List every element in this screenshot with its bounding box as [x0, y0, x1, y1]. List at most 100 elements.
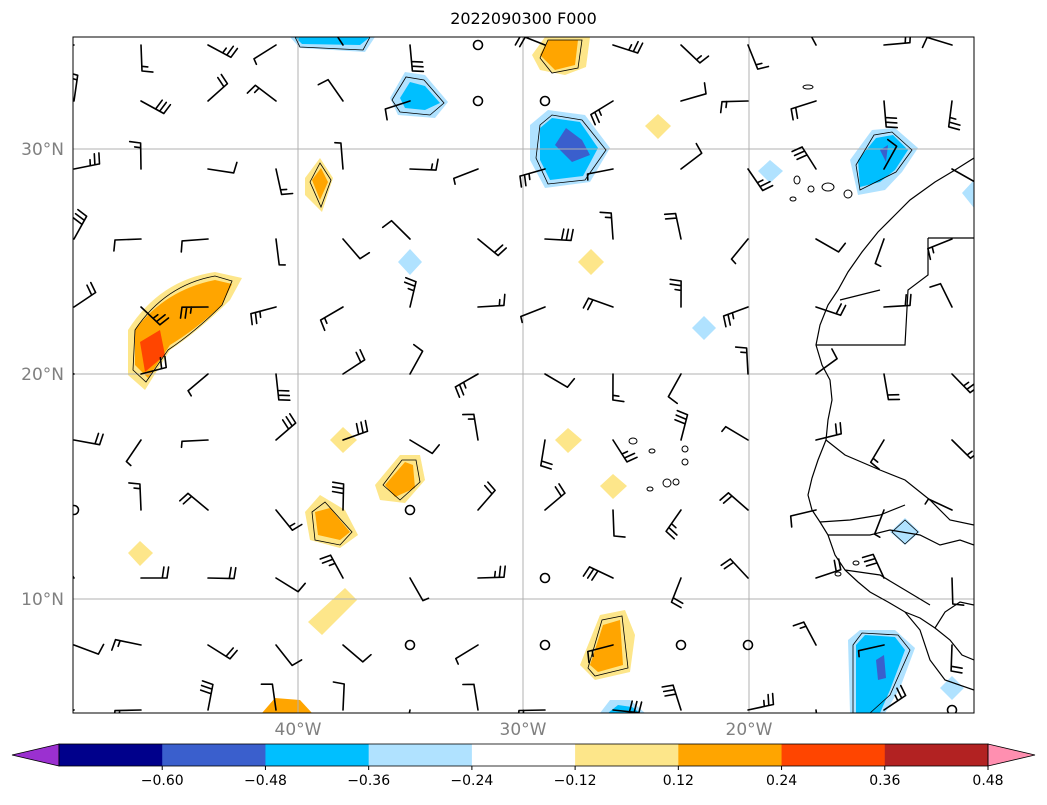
colorbar	[11, 743, 1036, 767]
wind-barb	[477, 565, 506, 579]
calm-circle	[539, 572, 551, 584]
wind-barb	[454, 373, 479, 398]
colorbar-tick-label: −0.24	[450, 773, 493, 789]
wind-barb	[883, 373, 901, 401]
wind-barb	[275, 577, 306, 593]
wind-barb	[810, 37, 817, 46]
colorbar-tick-label: 0.36	[869, 773, 900, 789]
calm-circle	[472, 39, 484, 51]
contour-lines	[132, 37, 919, 713]
lon-label-30w: 30°W	[500, 720, 547, 740]
wind-barb	[111, 638, 142, 651]
wind-barb	[951, 373, 974, 394]
wind-barb	[275, 644, 303, 667]
wind-barb	[680, 44, 710, 64]
wind-barb	[73, 574, 75, 579]
wind-barb	[815, 348, 838, 375]
wind-barb	[140, 44, 154, 73]
wind-barb	[403, 276, 417, 308]
wind-barb	[947, 100, 961, 131]
wind-barb	[514, 37, 546, 48]
wind-barb	[342, 644, 372, 663]
wind-barb	[612, 373, 625, 403]
colorbar-tick-label: −0.48	[244, 773, 287, 789]
calm-circle	[742, 639, 754, 651]
wind-barb	[815, 558, 842, 579]
colorbar-tick-label: −0.36	[347, 773, 390, 789]
wind-barb	[128, 140, 142, 170]
wind-barb	[246, 84, 277, 102]
islands	[628, 84, 860, 577]
wind-barb	[747, 44, 770, 70]
wind-barb	[140, 566, 170, 579]
wind-barb	[409, 343, 424, 375]
wind-barb	[207, 644, 238, 660]
wind-barb	[792, 621, 817, 646]
wind-barb	[140, 355, 167, 375]
wind-barb	[951, 577, 965, 606]
longitude-labels: 40°W 30°W 20°W	[275, 720, 773, 740]
wind-barb	[680, 82, 707, 102]
wind-barb	[317, 78, 344, 102]
plot-area	[73, 37, 974, 713]
wind-barb	[599, 211, 614, 240]
colorbar-segment	[265, 744, 370, 766]
wind-barb	[747, 692, 775, 711]
wind-barb	[275, 509, 303, 531]
wind-barb	[612, 700, 643, 713]
wind-barb	[951, 439, 974, 460]
wind-barb	[815, 709, 818, 713]
wind-barb	[730, 238, 749, 265]
wind-barb	[873, 509, 885, 538]
wind-barb	[409, 577, 430, 602]
wind-barb	[207, 73, 229, 102]
wind-barb	[789, 509, 817, 528]
wind-barb	[951, 168, 974, 183]
calm-circle	[404, 504, 416, 516]
wind-barb	[815, 422, 842, 441]
wind-barb	[590, 100, 614, 126]
wind-barb	[517, 709, 546, 713]
wind-barb	[722, 306, 749, 328]
wind-barb	[883, 138, 898, 170]
latitude-labels: 30°N 20°N 10°N	[21, 140, 64, 610]
colorbar-segment	[884, 744, 989, 766]
wind-barb	[342, 238, 371, 260]
wind-barb	[73, 73, 79, 102]
calm-circle	[946, 704, 958, 713]
wind-barb	[719, 100, 749, 114]
wind-barb	[540, 439, 553, 470]
wind-barb	[409, 44, 425, 73]
calm-circle	[472, 95, 484, 107]
wind-barb	[791, 146, 817, 170]
colorbar-tick-label: −0.12	[554, 773, 597, 789]
wind-barb	[861, 553, 885, 579]
wind-barb	[275, 168, 294, 196]
calm-circle	[675, 639, 687, 651]
wind-barb	[207, 161, 238, 174]
wind-barb	[520, 306, 546, 324]
wind-barb	[924, 498, 953, 511]
wind-barb	[275, 413, 297, 441]
lat-label-20n: 20°N	[21, 365, 64, 385]
wind-barb	[125, 439, 142, 467]
wind-barb	[721, 425, 749, 441]
wind-barb	[275, 238, 286, 266]
wind-barb	[921, 37, 953, 49]
wind-barb	[179, 306, 209, 319]
wind-barb	[734, 346, 749, 375]
wind-barb	[612, 509, 626, 538]
lon-label-20w: 20°W	[726, 720, 773, 740]
colorbar-segment	[471, 744, 576, 766]
wind-barb	[544, 483, 566, 511]
wind-barb	[720, 558, 749, 579]
colorbar-tick-label: 0.48	[972, 773, 1003, 789]
wind-barb	[180, 439, 209, 449]
wind-barb	[187, 373, 209, 397]
wind-barb	[455, 644, 479, 665]
wind-barb	[815, 303, 847, 317]
lat-label-10n: 10°N	[21, 590, 64, 610]
wind-barb	[250, 306, 277, 326]
coastline	[807, 157, 974, 691]
wind-barb	[207, 44, 239, 59]
